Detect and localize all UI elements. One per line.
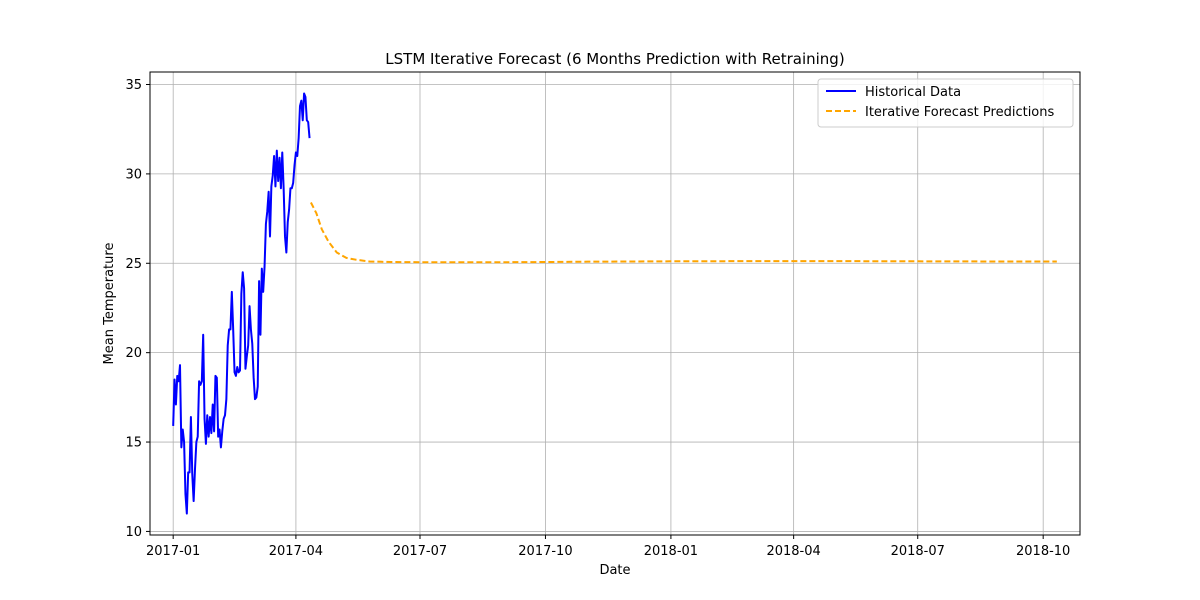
legend-label-historical: Historical Data xyxy=(865,85,961,100)
series-layer xyxy=(172,92,1057,515)
x-tick-label-6: 2018-07 xyxy=(891,544,945,559)
grid xyxy=(150,72,1080,535)
x-tick-label-7: 2018-10 xyxy=(1016,544,1070,559)
forecast-line xyxy=(310,202,1057,264)
historical-data-line xyxy=(172,92,311,515)
x-tick-label-0: 2017-01 xyxy=(146,544,200,559)
chart-title: LSTM Iterative Forecast (6 Months Predic… xyxy=(385,50,844,68)
y-axis-label: Mean Temperature xyxy=(102,243,117,365)
y-tick-label-1: 15 xyxy=(125,436,142,451)
x-tick-label-1: 2017-04 xyxy=(269,544,323,559)
x-tick-label-3: 2017-10 xyxy=(518,544,572,559)
x-tick-label-4: 2018-01 xyxy=(644,544,698,559)
x-axis-label: Date xyxy=(599,563,630,578)
x-tick-label-5: 2018-04 xyxy=(766,544,820,559)
y-tick-label-4: 30 xyxy=(125,167,142,182)
y-tick-label-5: 35 xyxy=(125,78,142,93)
x-tick-label-2: 2017-07 xyxy=(393,544,447,559)
y-tick-label-3: 25 xyxy=(125,257,142,272)
legend-box xyxy=(817,78,1074,128)
y-axis: 10 15 20 25 30 35 xyxy=(125,78,150,540)
legend: Historical Data Iterative Forecast Predi… xyxy=(817,78,1074,128)
y-tick-label-0: 10 xyxy=(125,525,142,540)
legend-label-forecast: Iterative Forecast Predictions xyxy=(865,105,1054,120)
x-axis: 2017-01 2017-04 2017-07 2017-10 2018-01 2018-… xyxy=(146,535,1070,559)
y-tick-label-2: 20 xyxy=(125,346,142,361)
plot-frame xyxy=(149,71,1081,536)
